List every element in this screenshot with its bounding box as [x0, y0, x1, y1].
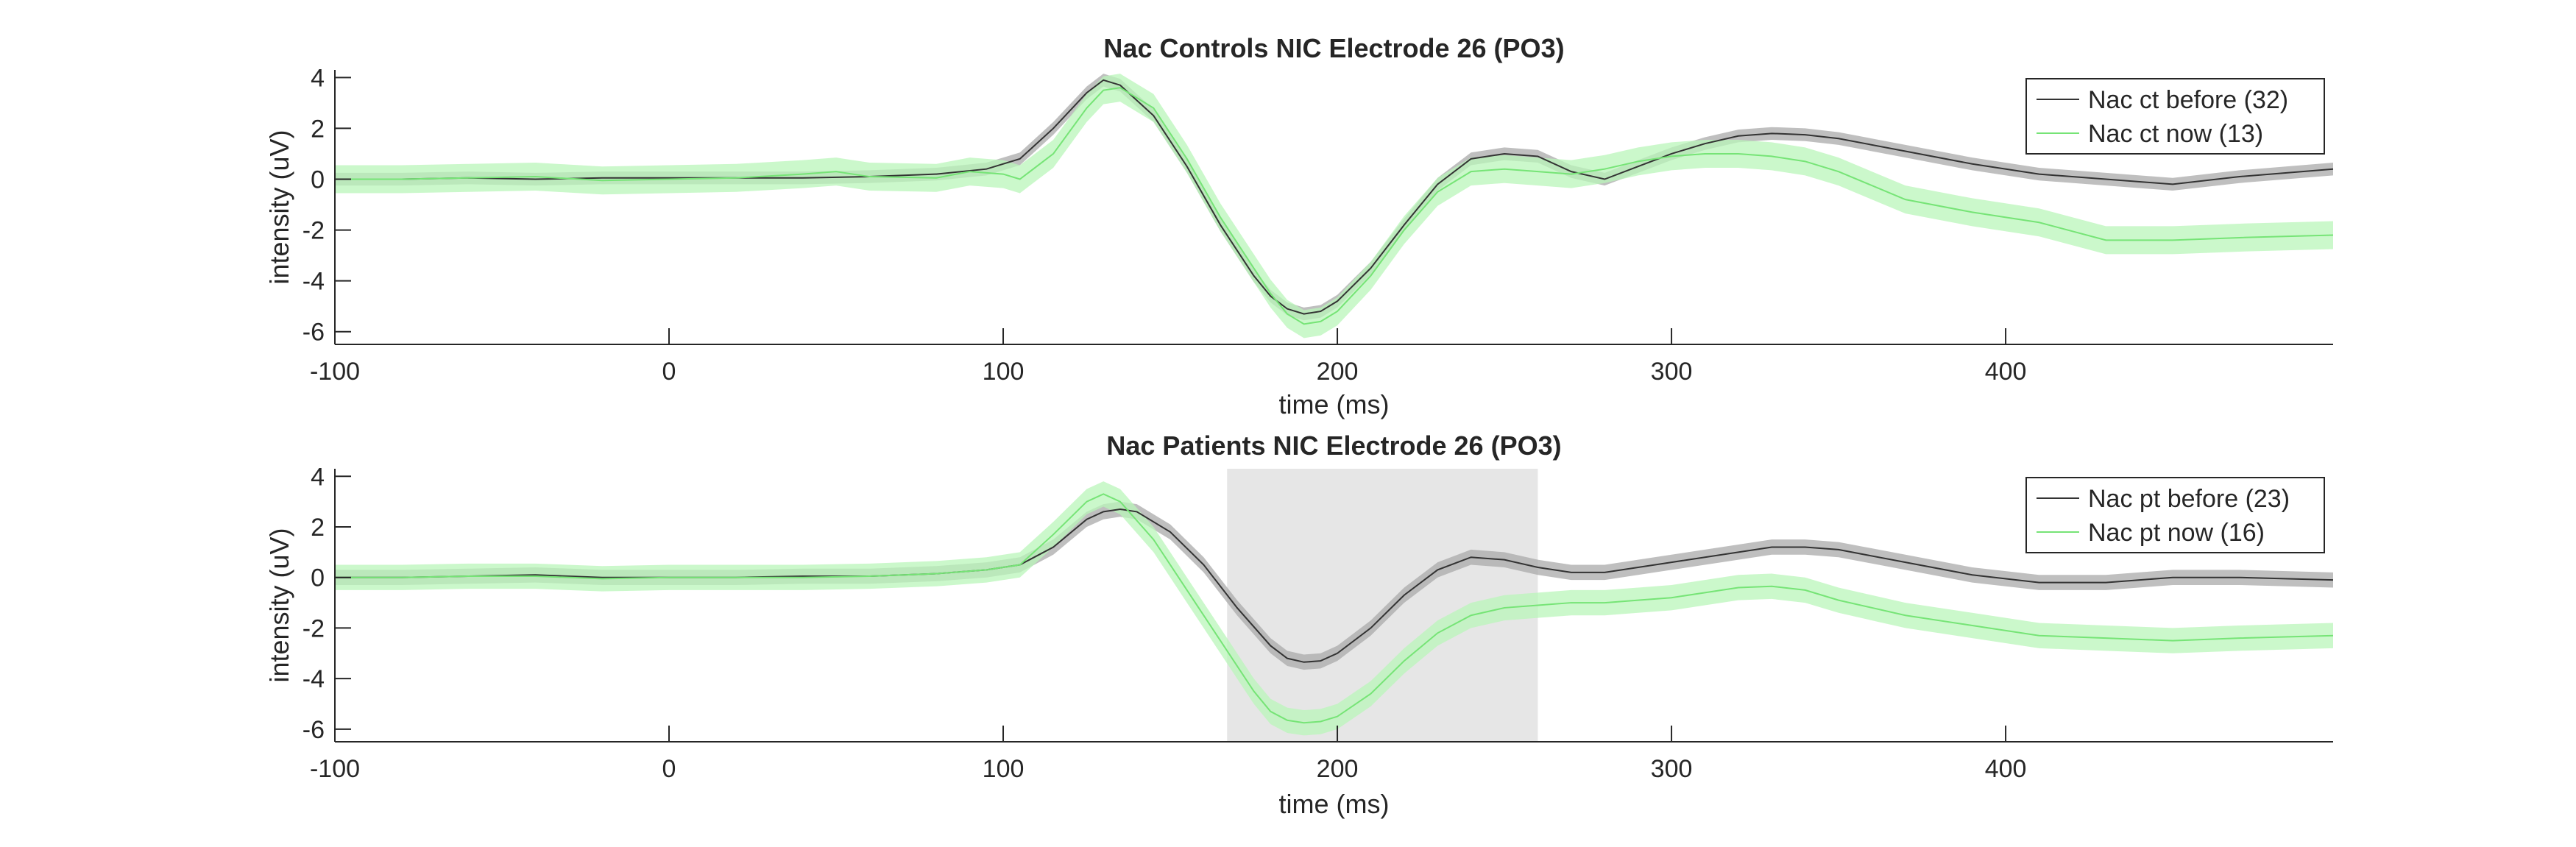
y-tick-label: -6 — [302, 319, 325, 347]
y-tick-label: -2 — [302, 614, 325, 642]
x-axis-label: time (ms) — [1279, 389, 1390, 419]
error-band-1 — [335, 481, 2333, 736]
x-tick-label: -100 — [310, 358, 360, 386]
y-tick-label: -4 — [302, 665, 325, 693]
legend-label-1: Nac ct now (13) — [2088, 120, 2263, 148]
y-tick-label: 0 — [311, 166, 325, 194]
error-band-1 — [335, 74, 2333, 339]
series-line-1 — [335, 493, 2334, 724]
y-tick-label: 2 — [311, 115, 325, 143]
x-tick-label: 100 — [983, 358, 1025, 386]
legend-box — [2025, 78, 2325, 155]
y-tick-label: -2 — [302, 217, 325, 245]
x-tick-label: 400 — [1985, 358, 2027, 386]
legend-label-0: Nac pt before (23) — [2088, 485, 2290, 513]
y-axis-label: intensity (uV) — [264, 130, 294, 284]
y-tick-label: 0 — [311, 564, 325, 592]
x-tick-label: 0 — [662, 358, 676, 386]
error-band-0 — [335, 501, 2333, 670]
y-tick-label: 2 — [311, 514, 325, 542]
x-tick-label: -100 — [310, 755, 360, 783]
legend: Nac ct before (32) Nac ct now (13) — [2025, 78, 2325, 155]
x-tick-label: 200 — [1317, 755, 1359, 783]
x-tick-label: 400 — [1985, 755, 2027, 783]
series-line-0 — [335, 79, 2334, 315]
x-tick-label: 0 — [662, 755, 676, 783]
y-tick-label: 4 — [311, 64, 325, 92]
x-tick-label: 200 — [1317, 358, 1359, 386]
legend-box — [2025, 477, 2325, 553]
y-tick-label: 4 — [311, 463, 325, 491]
legend-label-1: Nac pt now (16) — [2088, 519, 2265, 547]
chart-title: Nac Controls NIC Electrode 26 (PO3) — [1103, 33, 1564, 63]
legend: Nac pt before (23) Nac pt now (16) — [2025, 477, 2325, 553]
x-axis-label: time (ms) — [1279, 789, 1390, 819]
panel-patients: -6 -4 -2 0 2 4 -100 0 100 200 300 400 Nac Patients N… — [264, 430, 2334, 819]
chart-title: Nac Patients NIC Electrode 26 (PO3) — [1106, 430, 1561, 461]
y-tick-label: -4 — [302, 268, 325, 296]
x-tick-label: 300 — [1651, 358, 1693, 386]
panel-controls: -6 -4 -2 0 2 4 -100 0 100 200 300 400 Nac Controls N… — [264, 33, 2334, 419]
y-axis-label: intensity (uV) — [264, 528, 294, 682]
error-band-0 — [335, 74, 2333, 321]
x-tick-label: 100 — [983, 755, 1025, 783]
x-tick-label: 300 — [1651, 755, 1693, 783]
legend-label-0: Nac ct before (32) — [2088, 86, 2288, 114]
y-tick-label: -6 — [302, 716, 325, 744]
series-line-1 — [335, 87, 2334, 325]
